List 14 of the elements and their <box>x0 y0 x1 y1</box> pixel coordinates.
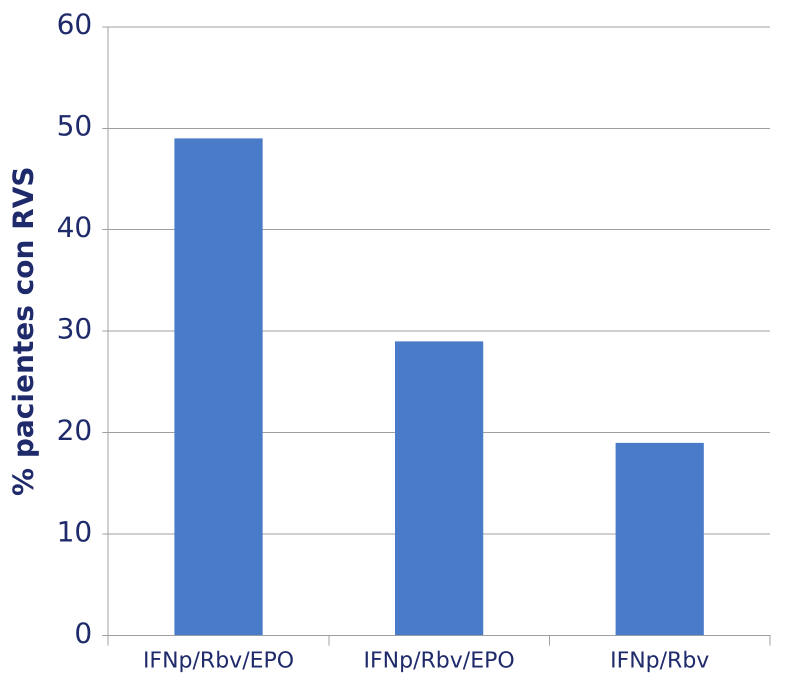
x-tick-label: IFNp/Rbv/EPO <box>364 648 515 674</box>
x-tick-label: IFNp/Rbv/EPO <box>142 648 294 674</box>
y-tick-label: 40 <box>56 211 92 244</box>
y-axis-title: % pacientes con RVS <box>7 166 40 496</box>
y-tick-label: 0 <box>74 616 92 650</box>
x-tick-label: IFNp/Rbv <box>610 648 710 674</box>
bar <box>616 442 704 636</box>
y-tick-label: 50 <box>56 110 92 143</box>
y-tick-label: 60 <box>56 8 92 42</box>
y-tick-label: 20 <box>56 414 92 447</box>
y-tick-label: 30 <box>56 312 92 346</box>
bar <box>174 138 263 636</box>
bar <box>394 341 484 636</box>
y-tick-label: 10 <box>56 515 92 548</box>
